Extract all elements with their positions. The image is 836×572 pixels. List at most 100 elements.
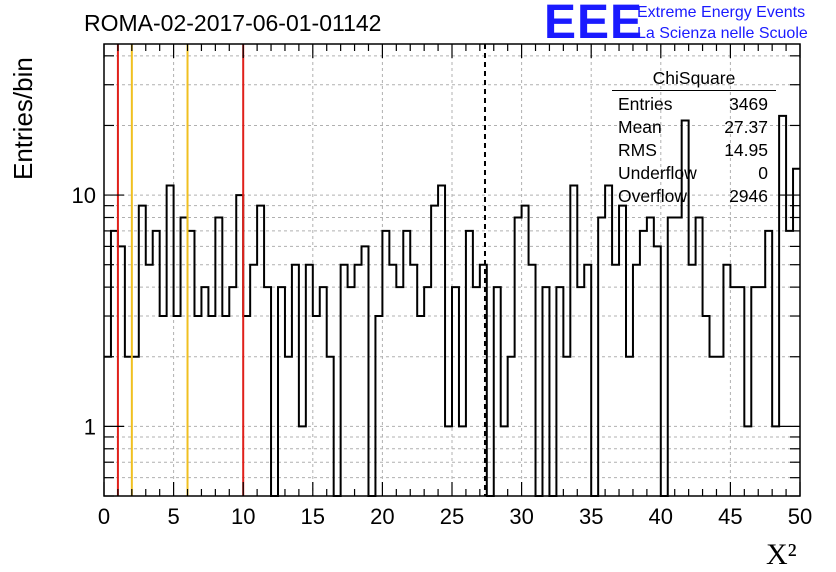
histogram-bin xyxy=(396,287,403,496)
histogram-bin xyxy=(730,287,737,496)
histogram-bin xyxy=(654,246,661,496)
x-tick-label: 40 xyxy=(649,504,673,529)
histogram-bin xyxy=(689,265,696,496)
histogram-bin xyxy=(257,206,264,496)
histogram-bin xyxy=(584,265,591,496)
x-tick-label: 50 xyxy=(788,504,812,529)
histogram-bin xyxy=(612,265,619,496)
x-tick-label: 45 xyxy=(718,504,742,529)
x-tick-label: 5 xyxy=(167,504,179,529)
histogram-bin xyxy=(424,287,431,496)
x-tick-label: 20 xyxy=(370,504,394,529)
histogram-bin xyxy=(236,195,243,496)
histogram-bin xyxy=(751,287,758,496)
logo-line-1: Extreme Energy Events xyxy=(637,4,806,21)
histogram-bin xyxy=(139,206,146,496)
histogram-bin xyxy=(529,265,536,496)
stats-label: RMS xyxy=(618,140,657,160)
histogram-bin xyxy=(619,206,626,496)
histogram-bin xyxy=(201,287,208,496)
histogram-bin xyxy=(250,265,257,496)
histogram-bin xyxy=(389,265,396,496)
stats-row-overflow: Overflow 2946 xyxy=(612,185,776,208)
x-tick-label: 0 xyxy=(98,504,110,529)
histogram-bin xyxy=(111,231,118,496)
histogram-bin xyxy=(410,265,417,496)
stats-value: 27.37 xyxy=(724,117,768,137)
histogram-bin xyxy=(313,316,320,496)
histogram-bin xyxy=(243,316,250,496)
histogram-bin xyxy=(452,287,459,496)
histogram-bin xyxy=(473,287,480,496)
histogram-bin xyxy=(438,186,445,496)
stats-row-rms: RMS 14.95 xyxy=(612,139,776,162)
histogram-bin xyxy=(348,287,355,496)
histogram-bin xyxy=(466,231,473,496)
histogram-bin xyxy=(417,316,424,496)
histogram-bin xyxy=(758,287,765,496)
histogram-bin xyxy=(160,316,167,496)
histogram-bin xyxy=(194,316,201,496)
histogram-bin xyxy=(306,265,313,496)
logo-line-2: La Scienza nelle Scuole xyxy=(637,25,808,42)
histogram-bin xyxy=(174,316,181,496)
stats-box-title: ChiSquare xyxy=(612,68,776,91)
histogram-bin xyxy=(765,231,772,496)
x-tick-label: 30 xyxy=(509,504,533,529)
histogram-bin xyxy=(779,116,786,496)
run-title: ROMA-02-2017-06-01-01142 xyxy=(84,10,382,36)
histogram-bin xyxy=(522,206,529,496)
histogram-bin xyxy=(633,265,640,496)
stats-label: Entries xyxy=(618,94,673,114)
histogram-bin xyxy=(786,231,793,496)
stats-box: ChiSquare Entries 3469 Mean 27.37 RMS 14.95… xyxy=(612,68,776,208)
histogram-bin xyxy=(118,246,125,496)
histogram-bin xyxy=(737,287,744,496)
histogram-bin xyxy=(292,265,299,496)
histogram-bin xyxy=(431,206,438,496)
histogram-bin xyxy=(153,231,160,496)
stats-label: Underflow xyxy=(618,163,697,183)
x-tick-label: 10 xyxy=(231,504,255,529)
y-tick-label: 10 xyxy=(72,183,96,208)
histogram-bin xyxy=(355,265,362,496)
histogram-bin xyxy=(494,287,501,496)
stats-value: 0 xyxy=(758,163,768,183)
x-axis-label: X² xyxy=(766,538,797,571)
histogram-bin xyxy=(208,316,215,496)
x-tick-label: 15 xyxy=(301,504,325,529)
histogram-bin xyxy=(229,287,236,496)
histogram-bin xyxy=(723,265,730,496)
histogram-bin xyxy=(640,231,647,496)
histogram-bin xyxy=(362,246,369,496)
histogram-bin xyxy=(222,316,229,496)
x-tick-label: 25 xyxy=(440,504,464,529)
y-tick-label: 1 xyxy=(84,414,96,439)
histogram-series xyxy=(104,114,800,497)
histogram-bin xyxy=(167,186,174,496)
histogram-bin xyxy=(403,231,410,496)
histogram-bin xyxy=(320,287,327,496)
stats-label: Overflow xyxy=(618,186,688,206)
stats-row-mean: Mean 27.37 xyxy=(612,116,776,139)
stats-label: Mean xyxy=(618,117,662,137)
histogram-bin xyxy=(264,287,271,496)
stats-value: 14.95 xyxy=(724,140,768,160)
eee-logo: EEE xyxy=(544,0,644,49)
histogram-bin xyxy=(146,265,153,496)
stats-row-underflow: Underflow 0 xyxy=(612,162,776,185)
histogram-bin xyxy=(542,287,549,496)
x-tick-label: 35 xyxy=(579,504,603,529)
histogram-bin xyxy=(278,287,285,496)
histogram-bin xyxy=(605,186,612,496)
histogram-bin xyxy=(382,231,389,496)
histogram-bin xyxy=(577,287,584,496)
histogram-bin xyxy=(570,186,577,496)
stats-row-entries: Entries 3469 xyxy=(612,93,776,116)
histogram-bin xyxy=(556,287,563,496)
histogram-bin xyxy=(341,265,348,496)
histogram-bin xyxy=(703,316,710,496)
y-axis-label: Entries/bin xyxy=(8,57,38,180)
histogram-bin xyxy=(188,231,195,496)
